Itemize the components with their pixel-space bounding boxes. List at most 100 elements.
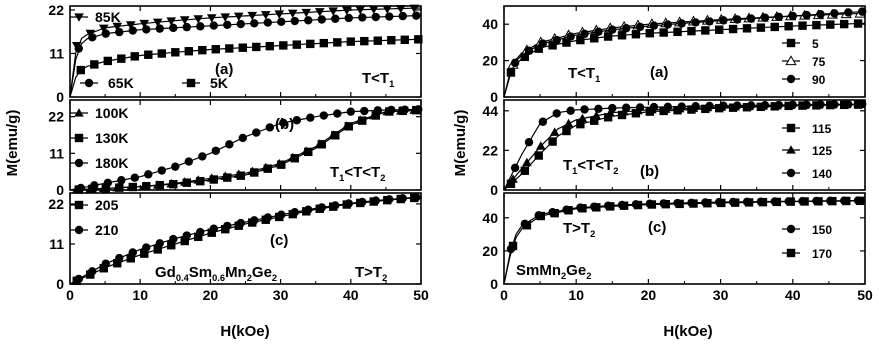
text-part: T<T	[362, 70, 389, 87]
panel-Lt-a: 0 11 22 85K 65K 5K(a) T<T1	[48, 2, 423, 105]
data-point	[414, 105, 423, 114]
text-part: <T<T	[577, 157, 613, 174]
y-tick-label: 20	[482, 243, 498, 259]
data-point	[344, 199, 353, 208]
data-point	[125, 21, 136, 30]
subscript: 1	[339, 173, 344, 183]
data-point	[603, 113, 613, 122]
data-point	[88, 267, 97, 276]
data-point	[292, 116, 301, 125]
data-point	[344, 122, 353, 131]
data-point	[385, 195, 394, 204]
data-point	[633, 200, 643, 210]
subscript: 2	[272, 273, 277, 283]
data-point	[508, 174, 518, 183]
data-point	[236, 218, 245, 228]
data-point	[301, 8, 312, 18]
data-point	[211, 146, 220, 155]
legend-marker	[74, 158, 84, 168]
legend-label: 170	[812, 247, 832, 261]
data-point	[387, 36, 396, 45]
data-point	[182, 178, 191, 187]
data-point	[730, 198, 740, 207]
data-point	[233, 12, 244, 22]
data-point	[250, 168, 259, 177]
data-point	[772, 197, 782, 207]
data-point	[126, 254, 135, 263]
data-point	[592, 203, 601, 212]
data-point	[802, 10, 811, 20]
data-point	[373, 106, 382, 115]
data-point	[155, 180, 164, 190]
legend-label: 180K	[95, 155, 128, 171]
text-part: T	[563, 157, 572, 174]
data-point	[346, 107, 355, 116]
data-point	[701, 26, 710, 35]
data-point	[113, 259, 122, 268]
panel-label: (b)	[275, 116, 294, 133]
data-point	[277, 160, 286, 169]
x-tick-label: 0	[66, 287, 74, 303]
data-point	[744, 198, 754, 207]
data-point	[166, 17, 177, 26]
data-point	[675, 199, 684, 209]
series-90: 90	[503, 7, 867, 98]
data-point	[385, 12, 394, 21]
legend-marker	[786, 38, 796, 48]
data-point	[659, 28, 668, 37]
data-point	[198, 45, 207, 55]
data-point	[196, 227, 205, 237]
data-point	[524, 46, 534, 55]
data-point	[520, 52, 530, 62]
data-point	[209, 175, 218, 184]
legend-entry: 85K	[70, 9, 121, 25]
y-tick-label: 0	[56, 89, 64, 105]
panel-Lt-b: 0 11 22 100K 130K 180K (b) T1<T<T2	[48, 99, 423, 198]
data-point	[371, 111, 380, 120]
data-point	[76, 183, 86, 193]
data-point	[117, 176, 126, 185]
data-point	[631, 30, 641, 39]
data-point	[608, 25, 617, 34]
data-point	[617, 31, 627, 40]
data-point	[128, 182, 137, 192]
data-point	[225, 44, 234, 53]
y-tick-label: 44	[482, 103, 498, 119]
data-point	[287, 9, 298, 19]
data-point	[115, 253, 124, 263]
data-point	[786, 197, 795, 206]
data-point	[677, 19, 686, 28]
x-tick-label: 50	[857, 287, 873, 303]
subscript: 2	[590, 229, 595, 239]
data-point	[705, 101, 714, 111]
data-point	[784, 22, 793, 31]
data-point	[621, 24, 631, 33]
text-part: T	[330, 164, 339, 181]
legend-entry: 180K	[70, 155, 128, 171]
subscript: 2	[613, 166, 618, 176]
data-point	[774, 12, 784, 22]
data-point	[733, 101, 742, 110]
data-point	[180, 236, 189, 246]
data-point	[510, 58, 520, 68]
data-point	[142, 25, 151, 34]
ylabel-left: M(emu/g)	[4, 110, 21, 177]
panel-Rt-b: 0 22 44 115 125 140 (b) T1<T<T2	[482, 99, 867, 198]
data-point	[184, 157, 193, 166]
data-point	[548, 137, 557, 146]
legend-marker	[74, 13, 84, 22]
x-tick-label: 30	[273, 287, 289, 303]
data-point	[319, 38, 328, 48]
data-point	[223, 20, 232, 30]
compound-name: SmMn2Ge2	[516, 262, 591, 281]
y-tick-label: 0	[56, 182, 64, 198]
data-point	[263, 213, 272, 222]
data-point	[649, 102, 659, 112]
legend-marker	[786, 145, 796, 154]
data-point	[691, 18, 700, 27]
data-point	[510, 163, 520, 173]
legend-label: 140	[812, 167, 832, 181]
data-point	[576, 119, 585, 129]
